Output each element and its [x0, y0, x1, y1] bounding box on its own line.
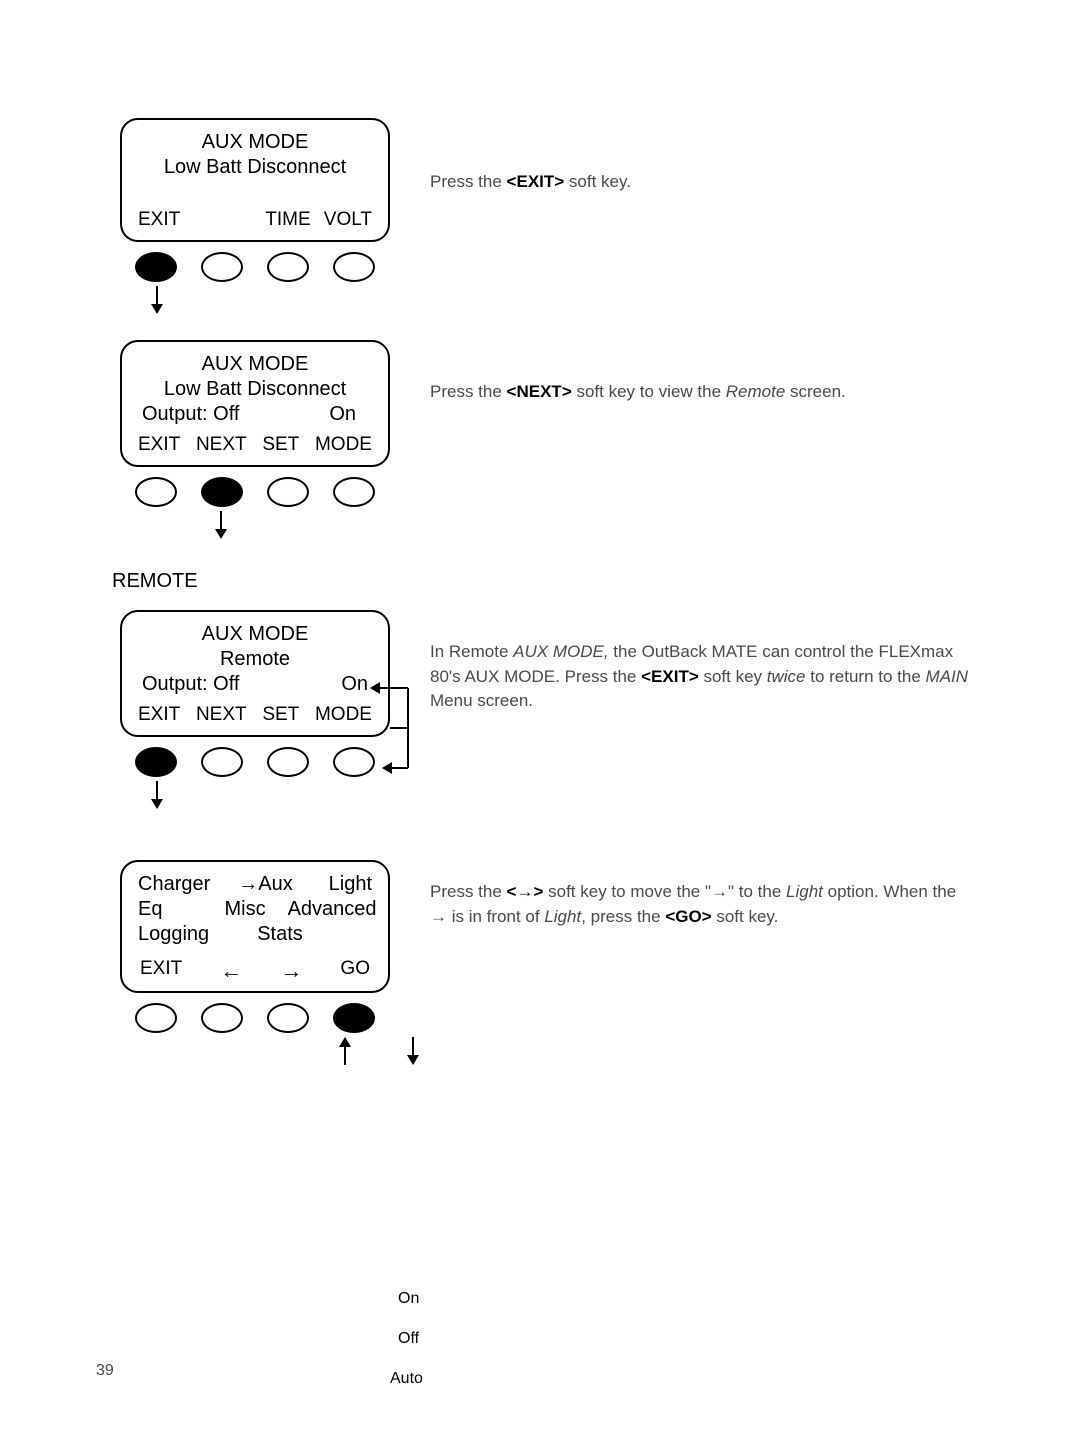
lcd1-btn-blank [199, 208, 249, 232]
softkey-3-mode[interactable] [333, 747, 375, 777]
softkey-2-next[interactable] [201, 477, 243, 507]
lcd2-subtitle: Low Batt Disconnect [136, 377, 374, 402]
softkey-3-exit[interactable] [135, 747, 177, 777]
lcd2-output-off: Output: Off [142, 402, 239, 427]
lcd3-btn-mode: MODE [315, 703, 372, 727]
lcd2-stateline: Output: Off On [136, 402, 374, 427]
lcd1-title: AUX MODE [136, 130, 374, 155]
lcd-screen-3: AUX MODE Remote Output: Off On EXIT NEXT… [120, 610, 390, 737]
softkey-1-exit[interactable] [135, 252, 177, 282]
lcd-screen-1: AUX MODE Low Batt Disconnect EXIT TIME V… [120, 118, 390, 242]
lcd4-btn-left: ← [220, 957, 242, 985]
instruction-4-text: Press the <→> soft key to move the "→" t… [430, 882, 956, 926]
menu-eq: Eq [138, 897, 162, 922]
instruction-1-text: Press the <EXIT> soft key. [430, 172, 631, 191]
lcd2-on: On [329, 402, 356, 427]
menu-stats: Stats [257, 922, 303, 947]
menu-row-1: Charger →Aux Light [138, 872, 372, 897]
lcd1-btn-volt: VOLT [322, 208, 372, 232]
menu-aux: →Aux [238, 872, 292, 897]
instruction-2-text: Press the <NEXT> soft key to view the Re… [430, 382, 846, 401]
arrow-down-1 [120, 286, 418, 314]
softkeys-4 [120, 1003, 390, 1033]
instruction-3: In Remote AUX MODE, the OutBack MATE can… [430, 640, 970, 714]
menu-row-2: Eq Misc Advanced [138, 897, 372, 922]
lcd2-title: AUX MODE [136, 352, 374, 377]
softkey-4-exit[interactable] [135, 1003, 177, 1033]
lcd1-btn-time: TIME [261, 208, 311, 232]
lcd3-on: On [341, 672, 368, 697]
lcd3-output-off: Output: Off [142, 672, 239, 697]
lcd2-btn-set: SET [262, 433, 299, 457]
softkey-4-go[interactable] [333, 1003, 375, 1033]
softkey-4-right[interactable] [267, 1003, 309, 1033]
menu-light: Light [329, 872, 372, 897]
softkeys-3 [120, 747, 390, 777]
screen-block-3: AUX MODE Remote Output: Off On EXIT NEXT… [120, 610, 400, 809]
softkey-2-exit[interactable] [135, 477, 177, 507]
menu-charger: Charger [138, 872, 210, 897]
lcd1-btn-exit: EXIT [138, 208, 188, 232]
arrow-pair-4 [120, 1037, 514, 1065]
softkeys-1 [120, 252, 390, 282]
option-on: On [398, 1290, 419, 1308]
arrow-up-icon [336, 1037, 354, 1065]
lcd3-subtitle: Remote [136, 647, 374, 672]
lcd2-btn-next: NEXT [196, 433, 247, 457]
instruction-1: Press the <EXIT> soft key. [430, 170, 970, 195]
lcd4-btn-right: → [280, 957, 302, 985]
arrow-down-icon [404, 1037, 422, 1065]
softkey-1-time[interactable] [267, 252, 309, 282]
lcd-screen-4: Charger →Aux Light Eq Misc Advanced Logg… [120, 860, 390, 993]
section-label-remote: REMOTE [112, 570, 198, 593]
menu-row-3: Logging Stats [138, 922, 372, 947]
instruction-2: Press the <NEXT> soft key to view the Re… [430, 380, 970, 405]
softkey-1-volt[interactable] [333, 252, 375, 282]
lcd1-btn-row: EXIT TIME VOLT [136, 208, 374, 232]
softkey-3-set[interactable] [267, 747, 309, 777]
option-auto: Auto [390, 1370, 423, 1388]
arrow-down-2 [120, 511, 482, 539]
softkey-2-mode[interactable] [333, 477, 375, 507]
lcd1-subtitle: Low Batt Disconnect [136, 155, 374, 180]
option-off: Off [398, 1330, 419, 1348]
instruction-4: Press the <→> soft key to move the "→" t… [430, 880, 970, 929]
page-number: 39 [96, 1362, 114, 1380]
softkey-4-left[interactable] [201, 1003, 243, 1033]
softkey-3-next[interactable] [201, 747, 243, 777]
softkey-1-blank[interactable] [201, 252, 243, 282]
lcd3-btn-row: EXIT NEXT SET MODE [136, 703, 374, 727]
menu-misc: Misc [224, 897, 265, 922]
lcd3-title: AUX MODE [136, 622, 374, 647]
manual-page: AUX MODE Low Batt Disconnect EXIT TIME V… [0, 0, 1080, 1440]
lcd2-btn-exit: EXIT [138, 433, 180, 457]
lcd3-stateline: Output: Off On [136, 672, 374, 697]
screen-block-1: AUX MODE Low Batt Disconnect EXIT TIME V… [120, 118, 400, 314]
softkeys-2 [120, 477, 390, 507]
lcd2-btn-row: EXIT NEXT SET MODE [136, 433, 374, 457]
lcd2-btn-mode: MODE [315, 433, 372, 457]
lcd3-btn-next: NEXT [196, 703, 247, 727]
menu-logging: Logging [138, 922, 209, 947]
screen-block-2: AUX MODE Low Batt Disconnect Output: Off… [120, 340, 400, 539]
instruction-3-text: In Remote AUX MODE, the OutBack MATE can… [430, 642, 968, 710]
lcd-screen-2: AUX MODE Low Batt Disconnect Output: Off… [120, 340, 390, 467]
lcd4-btn-go: GO [340, 957, 370, 985]
softkey-2-set[interactable] [267, 477, 309, 507]
lcd3-btn-set: SET [262, 703, 299, 727]
screen-block-4: Charger →Aux Light Eq Misc Advanced Logg… [120, 860, 400, 1065]
menu-advanced: Advanced [288, 897, 377, 922]
lcd3-btn-exit: EXIT [138, 703, 180, 727]
lcd4-btn-row: EXIT ← → GO [138, 957, 372, 985]
lcd4-btn-exit: EXIT [140, 957, 182, 985]
